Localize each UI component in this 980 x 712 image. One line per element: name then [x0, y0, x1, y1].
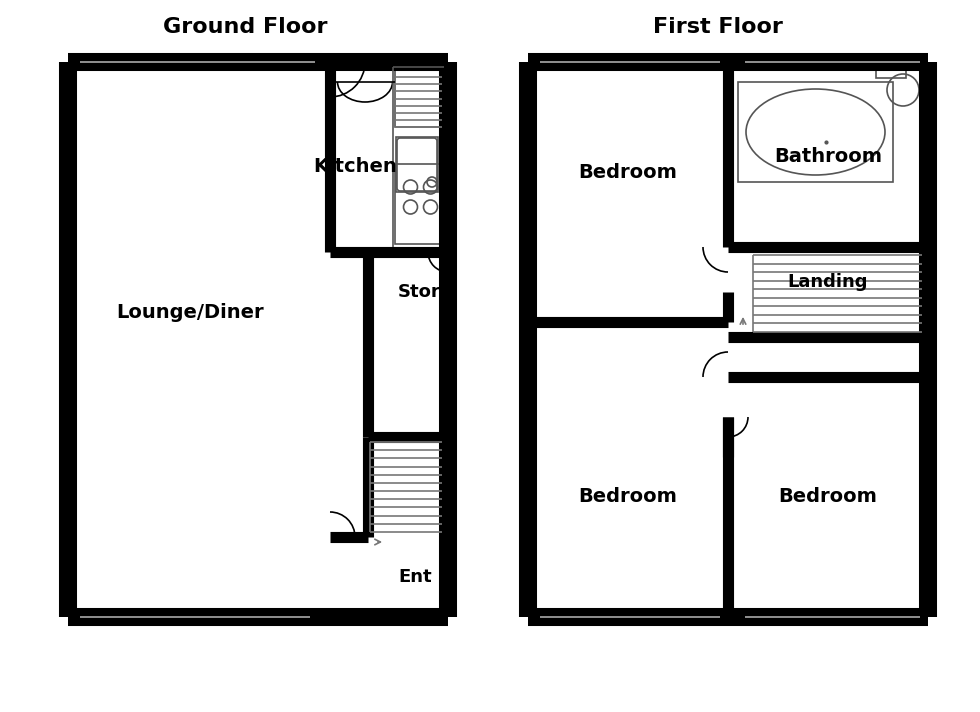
- Bar: [395, 70, 442, 127]
- Text: Bedroom: Bedroom: [578, 162, 677, 182]
- Bar: [876, 68, 906, 78]
- Text: Lounge/Diner: Lounge/Diner: [117, 303, 264, 322]
- Text: First Floor: First Floor: [653, 17, 783, 37]
- Text: Kitchen: Kitchen: [314, 157, 397, 177]
- Bar: [395, 164, 442, 244]
- Bar: [396, 137, 438, 192]
- Text: Bedroom: Bedroom: [578, 488, 677, 506]
- Bar: [738, 82, 893, 182]
- Text: Store: Store: [398, 283, 453, 301]
- Text: Ent: Ent: [398, 568, 431, 586]
- Text: Bedroom: Bedroom: [778, 488, 877, 506]
- Text: Ground Floor: Ground Floor: [163, 17, 327, 37]
- Text: Landing: Landing: [788, 273, 868, 291]
- Text: Bathroom: Bathroom: [774, 147, 882, 167]
